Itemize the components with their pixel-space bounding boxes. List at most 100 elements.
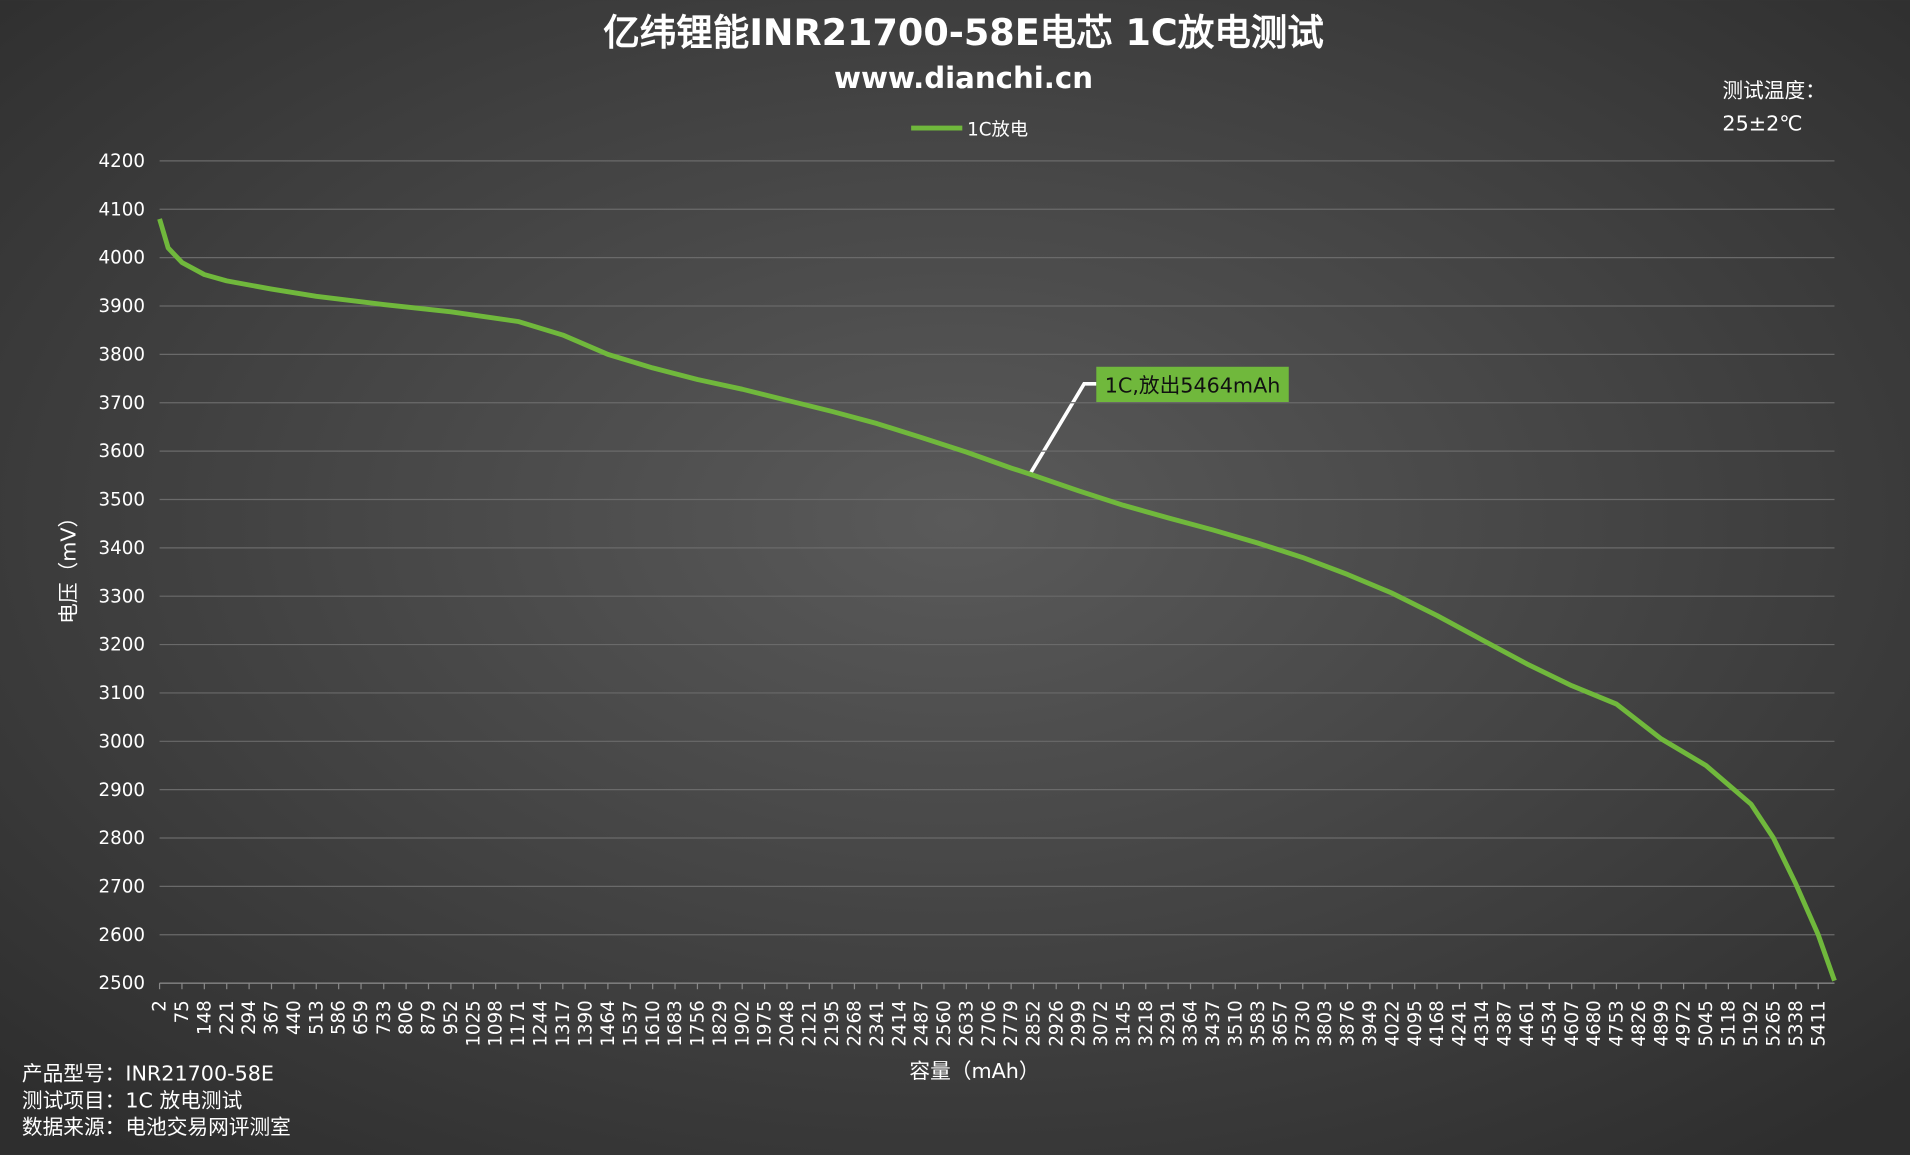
footer-line: 数据来源：电池交易网评测室: [22, 1115, 291, 1139]
y-axis-label: 电压（mV）: [57, 507, 81, 624]
y-tick-label: 3400: [98, 538, 145, 559]
x-tick-label: 4753: [1607, 1000, 1628, 1047]
x-tick-label: 3657: [1270, 1000, 1291, 1047]
x-tick-label: 294: [239, 1000, 260, 1035]
x-tick-label: 2633: [956, 1000, 977, 1047]
footer-line: 产品型号：INR21700-58E: [22, 1062, 274, 1086]
x-tick-label: 3803: [1315, 1000, 1336, 1047]
x-tick-label: 4607: [1562, 1000, 1583, 1047]
x-tick-label: 1390: [575, 1000, 596, 1047]
x-tick-label: 2: [150, 1000, 171, 1012]
y-tick-label: 2700: [98, 876, 145, 897]
x-tick-label: 440: [284, 1000, 305, 1035]
x-tick-label: 4972: [1674, 1000, 1695, 1047]
x-tick-label: 2487: [912, 1000, 933, 1047]
x-tick-label: 3437: [1203, 1000, 1224, 1047]
plot-area: 2500 2600 2700 2800 2900 3000 3100 3200 3300 3400…: [98, 151, 1837, 1047]
y-tick-label: 3100: [98, 683, 145, 704]
x-tick-label: 3510: [1225, 1000, 1246, 1047]
x-tick-label: 3291: [1158, 1000, 1179, 1047]
x-tick-label: 5411: [1808, 1000, 1829, 1047]
x-tick-label: 5045: [1696, 1000, 1717, 1047]
y-tick-label: 3700: [98, 393, 145, 414]
x-tick-label: 2852: [1024, 1000, 1045, 1047]
x-tick-label: 4899: [1651, 1000, 1672, 1047]
x-tick-label: 75: [172, 1000, 193, 1023]
x-tick-label: 1683: [665, 1000, 686, 1047]
x-tick-label: 4022: [1382, 1000, 1403, 1047]
x-tick-label: 5338: [1786, 1000, 1807, 1047]
x-tick-label: 2560: [934, 1000, 955, 1047]
x-axis-label: 容量（mAh）: [909, 1059, 1039, 1083]
x-tick-label: 2414: [889, 1000, 910, 1047]
y-tick-label: 2600: [98, 925, 145, 946]
x-tick-label: 4387: [1494, 1000, 1515, 1047]
x-tick-label: 1537: [620, 1000, 641, 1047]
x-tick-label: 4534: [1539, 1000, 1560, 1047]
x-tick-label: 1244: [531, 1000, 552, 1047]
x-tick-label: 733: [374, 1000, 395, 1035]
y-tick-label: 3300: [98, 586, 145, 607]
x-tick-label: 4680: [1584, 1000, 1605, 1047]
x-tick-label: 3730: [1293, 1000, 1314, 1047]
chart-title: 亿纬锂能INR21700-58E电芯 1C放电测试: [603, 11, 1324, 54]
x-tick-label: 3072: [1091, 1000, 1112, 1047]
x-tick-label: 586: [329, 1000, 350, 1035]
x-tick-label: 2121: [799, 1000, 820, 1047]
x-tick-label: 659: [351, 1000, 372, 1035]
x-tick-label: 5192: [1741, 1000, 1762, 1047]
x-tick-label: 1025: [463, 1000, 484, 1047]
y-tick-label: 2500: [98, 973, 145, 994]
x-tick-label: 2268: [845, 1000, 866, 1047]
annotation-box: [1096, 366, 1289, 403]
y-tick-label: 3600: [98, 441, 145, 462]
x-tick-label: 3145: [1113, 1000, 1134, 1047]
x-tick-label: 2926: [1046, 1000, 1067, 1047]
x-tick-label: 5118: [1718, 1000, 1739, 1047]
chart-subtitle: www.dianchi.cn: [834, 61, 1093, 95]
x-tick-label: 3876: [1338, 1000, 1359, 1047]
x-tick-label: 3949: [1360, 1000, 1381, 1047]
x-tick-label: 1317: [553, 1000, 574, 1047]
annotation-leader: [1027, 381, 1097, 477]
x-tick-label: 879: [419, 1000, 440, 1035]
x-tick-label: 4095: [1405, 1000, 1426, 1047]
x-tick-label: 3218: [1136, 1000, 1157, 1047]
y-tick-label: 3000: [98, 731, 145, 752]
x-tick-label: 2706: [979, 1000, 1000, 1047]
y-tick-label: 4200: [98, 151, 145, 172]
y-tick-label: 3200: [98, 635, 145, 656]
x-tick-label: 4168: [1427, 1000, 1448, 1047]
x-tick-label: 1975: [755, 1000, 776, 1047]
x-tick-label: 2341: [867, 1000, 888, 1047]
x-tick-label: 1464: [598, 1000, 619, 1047]
x-tick-label: 2195: [822, 1000, 843, 1047]
legend: 1C放电: [911, 119, 1028, 140]
x-tick-label: 3583: [1248, 1000, 1269, 1047]
y-tick-label: 4100: [98, 199, 145, 220]
x-tick-label: 1171: [508, 1000, 529, 1047]
x-tick-label: 221: [217, 1000, 238, 1035]
x-tick-label: 1610: [643, 1000, 664, 1047]
data-line: [157, 218, 1837, 982]
x-tick-label: 1098: [486, 1000, 507, 1047]
x-tick-label: 4241: [1450, 1000, 1471, 1047]
x-tick-label: 367: [262, 1000, 283, 1035]
x-tick-label: 806: [396, 1000, 417, 1035]
y-tick-label: 2900: [98, 780, 145, 801]
x-tick-label: 4314: [1472, 1000, 1493, 1047]
x-tick-label: 2779: [1001, 1000, 1022, 1047]
x-tick-label: 2048: [777, 1000, 798, 1047]
x-tick-label: 1829: [710, 1000, 731, 1047]
y-tick-label: 3800: [98, 344, 145, 365]
temperature-value: 25±2℃: [1722, 111, 1802, 135]
x-tick-label: 513: [306, 1000, 327, 1035]
legend-label: 1C放电: [967, 119, 1028, 140]
x-tick-label: 3364: [1181, 1000, 1202, 1047]
annotation: 1C,放出5464mAh: [1105, 373, 1281, 397]
y-tick-label: 4000: [98, 248, 145, 269]
x-tick-label: 952: [441, 1000, 462, 1035]
y-tick-label: 2800: [98, 828, 145, 849]
